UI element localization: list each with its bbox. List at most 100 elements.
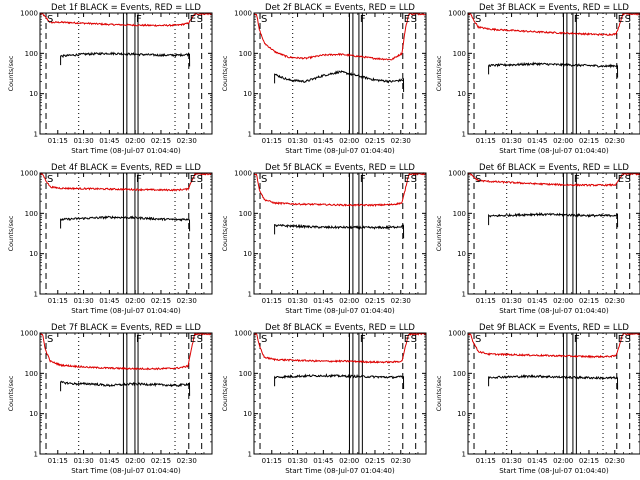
x-tick-label: 01:30	[501, 457, 521, 465]
marker-label: S	[475, 334, 481, 345]
x-axis-label: Start Time (08-Jul-07 01:04:40)	[71, 467, 181, 475]
x-tick-label: 02:15	[365, 137, 385, 145]
plot-frame	[39, 12, 213, 135]
y-tick-label: 100	[453, 370, 466, 378]
x-tick-label: 02:30	[391, 297, 411, 305]
marker-label: E	[190, 14, 196, 25]
panel-8: Det 8f BLACK = Events, RED = LLD Counts/s…	[221, 323, 427, 475]
x-tick-label: 01:30	[501, 137, 521, 145]
y-tick-label: 1	[462, 451, 466, 459]
panel-7: Det 7f BLACK = Events, RED = LLD Counts/s…	[7, 323, 213, 475]
y-axis-label: Counts/sec	[7, 375, 15, 411]
marker-label: S	[625, 14, 631, 25]
y-tick-label: 10	[243, 410, 252, 418]
series-events-line	[60, 215, 191, 232]
y-axis-label: Counts/sec	[435, 215, 443, 251]
y-tick-label: 1	[34, 131, 38, 139]
x-tick-label: 02:15	[579, 457, 599, 465]
plot-frame	[253, 172, 427, 295]
marker-label: F	[360, 174, 366, 185]
y-tick-label: 1000	[234, 10, 252, 18]
panel-title: Det 2f BLACK = Events, RED = LLD	[265, 3, 415, 13]
x-tick-label: 02:00	[339, 297, 359, 305]
marker-label: S	[261, 14, 267, 25]
marker-label: E	[190, 174, 196, 185]
series-lld-line	[253, 332, 427, 364]
y-tick-label: 1000	[234, 330, 252, 338]
x-tick-label: 01:45	[99, 137, 119, 145]
panel-5: Det 5f BLACK = Events, RED = LLD Counts/s…	[221, 163, 427, 315]
y-axis-label: Counts/sec	[221, 215, 229, 251]
marker-label: F	[574, 14, 580, 25]
y-tick-label: 1000	[448, 170, 466, 178]
y-tick-label: 10	[243, 90, 252, 98]
x-tick-label: 01:45	[99, 457, 119, 465]
series-lld-line	[468, 12, 640, 37]
x-tick-label: 01:30	[501, 297, 521, 305]
x-axis-label: Start Time (08-Jul-07 01:04:40)	[71, 307, 181, 315]
series-lld-line	[253, 12, 426, 61]
x-tick-label: 01:15	[48, 137, 68, 145]
y-tick-label: 100	[453, 210, 466, 218]
marker-label: E	[190, 334, 196, 345]
marker-label: F	[136, 334, 142, 345]
y-tick-label: 100	[239, 370, 252, 378]
x-tick-label: 01:15	[476, 137, 496, 145]
y-tick-label: 10	[29, 250, 38, 258]
x-tick-label: 02:15	[579, 297, 599, 305]
marker-label: E	[618, 174, 624, 185]
y-tick-label: 10	[29, 410, 38, 418]
y-tick-label: 10	[457, 410, 466, 418]
x-tick-label: 02:30	[177, 137, 197, 145]
marker-label: S	[411, 174, 417, 185]
y-tick-label: 100	[453, 50, 466, 58]
marker-label: S	[197, 334, 203, 345]
x-tick-label: 01:30	[73, 137, 93, 145]
panel-2: Det 2f BLACK = Events, RED = LLD Counts/s…	[221, 3, 427, 155]
x-tick-label: 01:45	[313, 457, 333, 465]
plot-frame	[253, 332, 427, 455]
x-tick-label: 02:00	[339, 457, 359, 465]
x-tick-label: 02:30	[391, 457, 411, 465]
x-tick-label: 01:45	[527, 297, 547, 305]
panel-title: Det 5f BLACK = Events, RED = LLD	[265, 163, 415, 173]
panel-title: Det 8f BLACK = Events, RED = LLD	[265, 323, 415, 333]
series-events-line	[60, 380, 191, 396]
series-lld-line	[253, 171, 426, 207]
y-tick-label: 10	[29, 90, 38, 98]
marker-label: S	[47, 334, 53, 345]
x-tick-label: 02:00	[339, 137, 359, 145]
x-tick-label: 02:00	[125, 137, 145, 145]
panel-3: Det 3f BLACK = Events, RED = LLD Counts/s…	[435, 3, 640, 155]
y-tick-label: 100	[25, 370, 38, 378]
marker-label: S	[475, 14, 481, 25]
x-tick-label: 01:30	[287, 297, 307, 305]
marker-label: E	[404, 14, 410, 25]
y-axis-label: Counts/sec	[7, 55, 15, 91]
y-tick-label: 1000	[20, 170, 38, 178]
x-tick-label: 02:15	[579, 137, 599, 145]
marker-label: F	[574, 174, 580, 185]
x-tick-label: 02:30	[605, 137, 625, 145]
series-events-line	[60, 51, 191, 67]
marker-label: E	[618, 334, 624, 345]
marker-label: E	[618, 14, 624, 25]
marker-label: S	[261, 334, 267, 345]
y-tick-label: 100	[239, 50, 252, 58]
marker-label: F	[136, 174, 142, 185]
y-axis-label: Counts/sec	[435, 375, 443, 411]
x-tick-label: 01:15	[48, 297, 68, 305]
x-axis-label: Start Time (08-Jul-07 01:04:40)	[285, 307, 395, 315]
y-tick-label: 1000	[20, 330, 38, 338]
x-tick-label: 02:15	[365, 297, 385, 305]
plot-frame	[39, 332, 213, 455]
y-tick-label: 10	[457, 250, 466, 258]
marker-label: S	[47, 14, 53, 25]
marker-label: S	[475, 174, 481, 185]
y-axis-label: Counts/sec	[221, 55, 229, 91]
x-tick-label: 01:30	[287, 137, 307, 145]
panel-title: Det 9f BLACK = Events, RED = LLD	[479, 323, 629, 333]
marker-label: E	[404, 174, 410, 185]
marker-label: F	[136, 14, 142, 25]
